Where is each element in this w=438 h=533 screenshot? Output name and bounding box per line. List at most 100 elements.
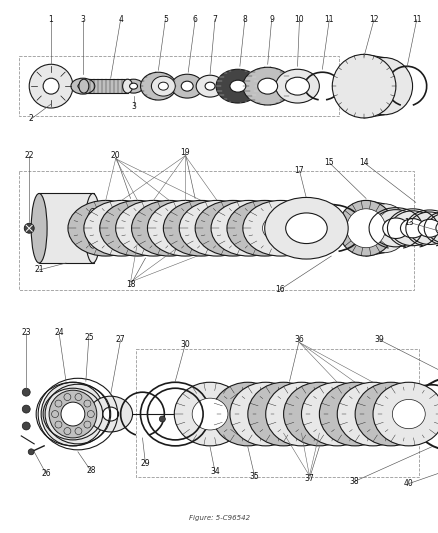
Ellipse shape [389, 211, 434, 246]
Text: 26: 26 [41, 469, 51, 478]
Ellipse shape [183, 215, 219, 241]
Ellipse shape [181, 81, 193, 91]
Ellipse shape [356, 399, 389, 429]
Ellipse shape [264, 197, 347, 259]
Text: 7: 7 [212, 15, 217, 24]
Text: 17: 17 [294, 166, 304, 175]
Text: 19: 19 [180, 148, 190, 157]
Ellipse shape [192, 398, 227, 430]
Circle shape [24, 223, 34, 233]
Circle shape [51, 410, 58, 417]
Ellipse shape [212, 382, 283, 446]
Ellipse shape [320, 399, 353, 429]
Ellipse shape [426, 213, 438, 244]
Ellipse shape [408, 212, 438, 245]
Text: 13: 13 [403, 218, 413, 227]
Ellipse shape [230, 215, 266, 241]
Text: 40: 40 [403, 479, 413, 488]
Ellipse shape [84, 200, 159, 256]
Text: 1: 1 [49, 15, 53, 24]
Ellipse shape [195, 200, 270, 256]
Ellipse shape [171, 74, 203, 98]
Text: 21: 21 [34, 265, 44, 274]
Ellipse shape [435, 220, 438, 237]
Circle shape [55, 400, 62, 407]
Ellipse shape [359, 204, 407, 253]
Ellipse shape [374, 399, 406, 429]
Ellipse shape [265, 382, 336, 446]
Ellipse shape [163, 200, 238, 256]
Circle shape [87, 410, 94, 417]
Text: 25: 25 [84, 333, 93, 342]
Ellipse shape [372, 382, 438, 446]
Text: 11: 11 [411, 15, 420, 24]
Ellipse shape [399, 219, 424, 238]
Text: 4: 4 [118, 15, 123, 24]
Ellipse shape [78, 83, 88, 89]
Ellipse shape [346, 209, 385, 248]
Circle shape [84, 421, 91, 428]
Text: 8: 8 [242, 15, 247, 24]
Ellipse shape [41, 382, 105, 446]
Circle shape [84, 400, 91, 407]
Circle shape [64, 393, 71, 400]
Ellipse shape [214, 215, 251, 241]
Text: 35: 35 [249, 472, 259, 481]
Ellipse shape [129, 83, 137, 89]
Ellipse shape [43, 78, 59, 94]
Ellipse shape [61, 402, 85, 426]
Circle shape [22, 388, 30, 396]
Ellipse shape [247, 382, 318, 446]
Circle shape [159, 416, 165, 422]
Text: 36: 36 [294, 335, 304, 344]
Ellipse shape [71, 78, 95, 94]
Text: 14: 14 [358, 158, 368, 167]
Ellipse shape [140, 72, 176, 100]
Circle shape [75, 427, 82, 434]
Text: 3: 3 [80, 15, 85, 24]
Ellipse shape [230, 382, 301, 446]
Text: 30: 30 [180, 340, 190, 349]
Circle shape [22, 405, 30, 413]
Circle shape [55, 421, 62, 428]
Ellipse shape [382, 218, 408, 238]
Ellipse shape [332, 54, 395, 118]
Ellipse shape [88, 215, 124, 241]
Ellipse shape [301, 382, 372, 446]
Text: 37: 37 [304, 474, 314, 483]
Ellipse shape [122, 79, 132, 93]
Ellipse shape [242, 200, 318, 256]
Ellipse shape [354, 58, 412, 115]
Ellipse shape [167, 215, 203, 241]
Ellipse shape [103, 215, 139, 241]
Text: 27: 27 [116, 335, 125, 344]
Ellipse shape [99, 200, 175, 256]
Circle shape [75, 393, 82, 400]
Text: 5: 5 [162, 15, 167, 24]
Text: 39: 39 [373, 335, 383, 344]
Ellipse shape [371, 209, 419, 247]
Ellipse shape [283, 382, 354, 446]
Ellipse shape [68, 200, 143, 256]
Ellipse shape [87, 208, 99, 248]
Text: 2: 2 [29, 115, 33, 124]
Ellipse shape [119, 215, 155, 241]
Ellipse shape [31, 193, 47, 263]
Ellipse shape [257, 78, 277, 94]
Ellipse shape [55, 396, 91, 432]
Ellipse shape [85, 193, 101, 263]
Ellipse shape [211, 200, 286, 256]
Ellipse shape [246, 215, 282, 241]
Ellipse shape [285, 77, 309, 95]
Ellipse shape [29, 64, 73, 108]
Ellipse shape [179, 200, 254, 256]
Ellipse shape [131, 200, 207, 256]
Ellipse shape [115, 200, 191, 256]
Text: 18: 18 [126, 280, 135, 289]
Text: 12: 12 [368, 15, 378, 24]
Text: 15: 15 [324, 158, 333, 167]
Ellipse shape [151, 215, 187, 241]
Ellipse shape [198, 215, 235, 241]
Circle shape [22, 422, 30, 430]
Ellipse shape [205, 82, 215, 90]
